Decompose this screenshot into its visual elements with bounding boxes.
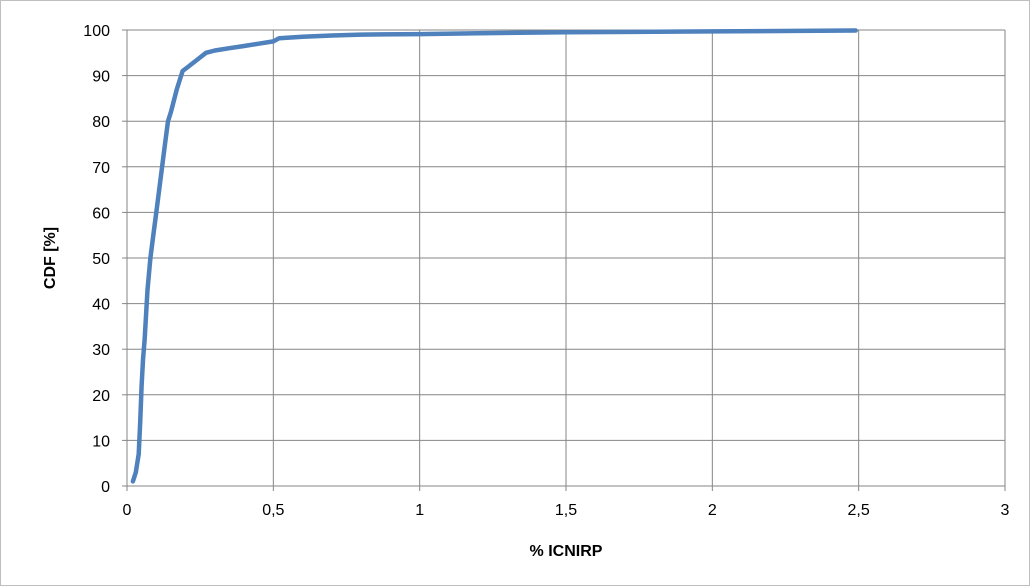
x-tick-label-1: 0,5 xyxy=(262,502,284,519)
y-tick-label-3: 30 xyxy=(92,342,110,359)
y-tick-label-8: 80 xyxy=(92,114,110,131)
x-tick-label-4: 2 xyxy=(708,502,717,519)
y-tick-label-6: 60 xyxy=(92,205,110,222)
x-axis-title: % ICNIRP xyxy=(530,543,603,560)
y-tick-label-1: 10 xyxy=(92,433,110,450)
axes xyxy=(122,29,1006,491)
series-line-0 xyxy=(130,28,858,484)
tick-labels: 0 10 20 30 40 50 60 70 80 90 100 0 0,5 1 1,5 2 2,5 3 xyxy=(83,23,1009,519)
x-tick-label-2: 1 xyxy=(415,502,424,519)
y-axis-title: CDF [%] xyxy=(42,227,59,289)
y-tick-label-7: 70 xyxy=(92,160,110,177)
y-tick-label-10: 100 xyxy=(83,23,110,40)
y-tick-label-2: 20 xyxy=(92,388,110,405)
gridlines xyxy=(127,29,1006,487)
x-tick-label-3: 1,5 xyxy=(555,502,577,519)
x-tick-label-0: 0 xyxy=(123,502,132,519)
x-tick-label-6: 3 xyxy=(1001,502,1010,519)
x-tick-label-5: 2,5 xyxy=(848,502,870,519)
y-tick-label-0: 0 xyxy=(101,479,110,496)
y-tick-label-4: 40 xyxy=(92,297,110,314)
y-tick-label-5: 50 xyxy=(92,251,110,268)
y-tick-label-9: 90 xyxy=(92,69,110,86)
series-lines xyxy=(130,28,858,484)
